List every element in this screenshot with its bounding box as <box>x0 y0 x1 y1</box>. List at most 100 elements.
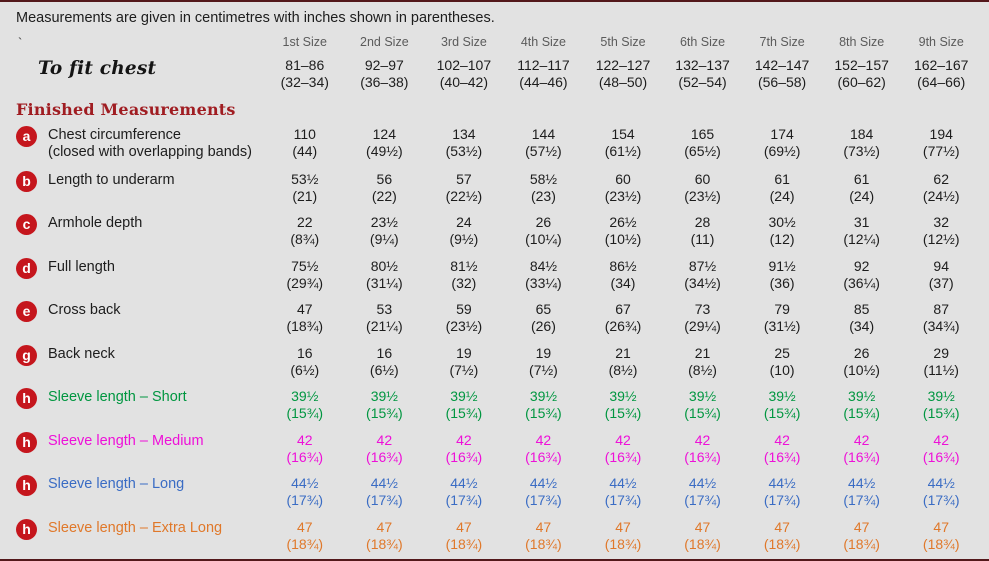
inch-value: (22) <box>371 187 397 204</box>
inch-value: (61½) <box>604 143 642 159</box>
cm-value: 184 <box>849 126 874 142</box>
measurement-cell: 110 (44) <box>265 126 345 160</box>
cm-value: 56 <box>376 170 393 187</box>
cm-value: 92–97 <box>364 57 404 73</box>
inch-value: (22½) <box>445 187 483 204</box>
measurement-cell: 42 (16¾) <box>265 432 345 466</box>
inch-value: (29¼) <box>684 318 721 334</box>
inch-value: (6½) <box>290 361 320 378</box>
measurement-cell: 112–117 (44–46) <box>504 57 584 91</box>
cm-value: 152–157 <box>834 57 889 73</box>
cm-value: 32 <box>933 214 949 230</box>
measurement-cell: 86½ (34) <box>583 258 663 292</box>
measurement-cell: 47 (18¾) <box>822 519 902 553</box>
cm-value: 19 <box>456 344 472 361</box>
cm-value: 39½ <box>768 388 796 404</box>
measurement-cell: 81½ (32) <box>424 258 504 292</box>
cm-value: 73 <box>694 301 711 317</box>
table-row: h Sleeve length – Extra Long 47 (18¾) 47 (18¾… <box>0 518 989 553</box>
cm-value: 44½ <box>848 475 876 491</box>
measurement-cell: 26 (10¼) <box>504 214 584 248</box>
inch-value: (17¾) <box>684 492 721 508</box>
cm-value: 44½ <box>927 475 955 491</box>
measurement-cell: 47 (18¾) <box>742 519 822 553</box>
row-label-text: Chest circumference <box>48 127 181 143</box>
measurement-cell: 39½ (15¾) <box>901 388 981 422</box>
cm-value: 30½ <box>768 214 796 230</box>
cm-value: 53 <box>376 301 393 317</box>
cm-value: 28 <box>694 214 711 230</box>
cm-value: 194 <box>929 126 953 142</box>
cm-value: 42 <box>615 431 631 448</box>
cm-value: 142–147 <box>754 57 810 73</box>
cm-value: 39½ <box>291 388 319 404</box>
inch-value: (10½) <box>604 231 642 247</box>
cm-value: 59 <box>456 301 472 317</box>
measurement-cell: 24 (9½) <box>424 214 504 248</box>
inch-value: (24½) <box>922 187 960 204</box>
inch-value: (24) <box>769 187 795 204</box>
measurement-cell: 47 (18¾) <box>345 519 425 553</box>
cm-value: 53½ <box>291 170 319 187</box>
size-column-header: 8th Size <box>839 35 885 49</box>
cm-value: 25 <box>774 344 790 361</box>
inch-value: (15¾) <box>843 405 880 421</box>
inch-value: (15¾) <box>286 405 324 421</box>
measurement-cell: 42 (16¾) <box>742 432 822 466</box>
cm-value: 31 <box>853 214 870 230</box>
inch-value: (17¾) <box>366 492 403 508</box>
measurement-cell: 39½ (15¾) <box>504 388 584 422</box>
intro-text: Measurements are given in centimetres wi… <box>16 10 495 26</box>
cm-value: 26 <box>535 214 552 230</box>
table-row: d Full length 75½ (29¾) 80½ (31¼) 81½ (32) 84½ (3… <box>0 257 989 292</box>
row-label-cell: h Sleeve length – Short <box>0 388 265 409</box>
cm-value: 61 <box>774 170 790 187</box>
measurement-cell: 42 (16¾) <box>424 432 504 466</box>
measurement-cell: 23½ (9¼) <box>345 214 425 248</box>
measurement-cell: 39½ (15¾) <box>424 388 504 422</box>
inch-value: (15¾) <box>684 405 721 421</box>
inch-value: (49½) <box>366 143 403 159</box>
inch-value: (36¼) <box>843 274 880 291</box>
row-label: Cross back <box>48 301 121 319</box>
measurement-cell: 47 (18¾) <box>504 519 584 553</box>
measurement-cell: 39½ (15¾) <box>822 388 902 422</box>
measurement-cell: 39½ (15¾) <box>265 388 345 422</box>
measurement-cell: 47 (18¾) <box>663 519 743 553</box>
cm-value: 75½ <box>291 257 319 274</box>
cm-value: 87 <box>933 301 949 317</box>
row-label: Chest circumference (closed with overlapp… <box>48 126 252 161</box>
row-label-cell: h Sleeve length – Long <box>0 475 265 496</box>
cm-value: 44½ <box>609 475 637 491</box>
row-label-text: Length to underarm <box>48 171 175 188</box>
row-letter-badge: d <box>16 257 37 279</box>
cm-value: 42 <box>535 431 552 448</box>
measurement-cell: 28 (11) <box>663 214 743 248</box>
inch-value: (8½) <box>608 361 638 378</box>
cm-value: 21 <box>694 344 711 361</box>
inch-value: (16¾) <box>843 448 880 465</box>
inch-value: (16¾) <box>763 448 801 465</box>
to-fit-chest-label: To fit chest <box>38 58 157 79</box>
measurement-cell: 16 (6½) <box>265 345 345 379</box>
cm-value: 86½ <box>609 257 637 274</box>
cm-value: 144 <box>531 126 556 142</box>
measurement-cell: 39½ (15¾) <box>583 388 663 422</box>
cm-value: 44½ <box>529 475 558 491</box>
inch-value: (53½) <box>445 143 483 159</box>
measurement-cell: 22 (8¾) <box>265 214 345 248</box>
cm-value: 112–117 <box>517 57 570 73</box>
measurement-cell: 184 (73½) <box>822 126 902 160</box>
measurement-cell: 26 (10½) <box>822 345 902 379</box>
inch-value: (60–62) <box>837 74 886 90</box>
inch-value: (44) <box>292 143 318 159</box>
inch-value: (31½) <box>763 318 801 334</box>
cm-value: 60 <box>615 170 631 187</box>
cm-value: 87½ <box>688 257 717 274</box>
measurement-cell: 19 (7½) <box>424 345 504 379</box>
measurement-cell: 73 (29¼) <box>663 301 743 335</box>
cm-value: 85 <box>853 301 870 317</box>
measurement-cell: 39½ (15¾) <box>663 388 743 422</box>
inch-value: (34¾) <box>922 318 960 334</box>
